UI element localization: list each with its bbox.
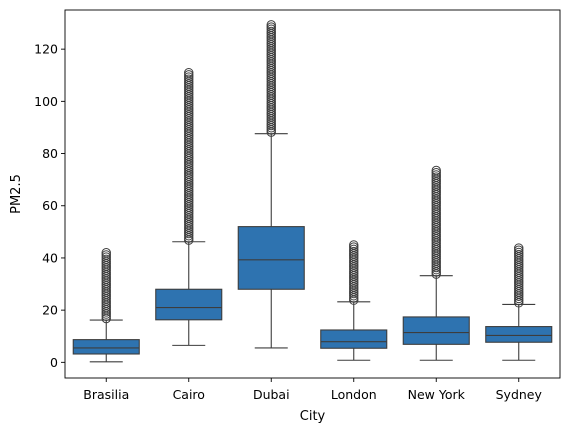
outlier-point [266, 24, 276, 34]
outlier-point [514, 247, 524, 258]
outlier-point [349, 242, 359, 252]
x-tick-label: New York [408, 387, 466, 402]
outlier-point [431, 170, 441, 180]
outlier-point [349, 244, 359, 255]
iqr-box [72, 339, 140, 355]
x-axis: Brasilia Cairo Dubai London New York Sydney [83, 378, 542, 402]
outlier-point [101, 252, 111, 262]
iqr-box [237, 226, 305, 290]
outlier-point [101, 250, 111, 260]
outlier-point [431, 165, 441, 176]
y-tick-label: 40 [42, 250, 58, 265]
outlier-point [514, 245, 524, 255]
outlier-point [266, 20, 276, 30]
outlier-point [184, 67, 194, 78]
outlier-point [349, 240, 359, 250]
x-tick-label: Cairo [173, 387, 205, 402]
y-tick-label: 0 [50, 355, 58, 370]
outlier-point [184, 74, 194, 84]
y-tick-label: 60 [42, 198, 58, 213]
y-tick-label: 100 [34, 94, 58, 109]
outlier-point [266, 22, 276, 32]
outlier-point [514, 243, 524, 253]
box-london [320, 240, 388, 361]
outlier-point [349, 246, 359, 257]
iqr-box [485, 326, 553, 343]
x-tick-label: Dubai [253, 387, 290, 402]
box-dubai [237, 20, 305, 349]
x-axis-label: City [300, 409, 326, 424]
iqr-box [320, 329, 388, 349]
plot-frame [64, 9, 561, 379]
boxes-layer [72, 20, 553, 363]
outlier-point [184, 70, 194, 80]
x-tick-label: London [331, 387, 377, 402]
y-axis: 0 20 40 60 80 100 120 [34, 42, 65, 370]
iqr-box [402, 316, 470, 345]
outlier-point [184, 72, 194, 82]
y-tick-label: 20 [42, 303, 58, 318]
outlier-point [431, 168, 441, 178]
outlier-point [514, 249, 524, 260]
box-sydney [485, 243, 553, 361]
outlier-point [266, 26, 276, 37]
outlier-point [101, 254, 111, 265]
y-axis-label: PM2.5 [9, 174, 24, 214]
y-tick-label: 80 [42, 146, 58, 161]
y-tick-label: 120 [34, 42, 58, 57]
box-cairo [155, 67, 223, 346]
x-tick-label: Sydney [496, 387, 543, 402]
x-tick-label: Brasilia [83, 387, 129, 402]
box-new-york [402, 165, 470, 361]
outlier-point [101, 248, 111, 258]
box-brasilia [72, 248, 140, 363]
outlier-point [431, 172, 441, 182]
iqr-box [155, 288, 223, 321]
